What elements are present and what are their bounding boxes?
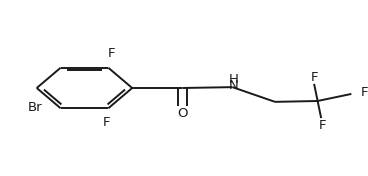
Text: N: N xyxy=(229,79,238,92)
Text: O: O xyxy=(177,108,188,121)
Text: F: F xyxy=(319,118,327,131)
Text: Br: Br xyxy=(28,101,42,114)
Text: H: H xyxy=(229,73,238,86)
Text: F: F xyxy=(361,86,368,99)
Text: F: F xyxy=(310,71,318,84)
Text: F: F xyxy=(108,46,116,59)
Text: F: F xyxy=(103,116,110,129)
